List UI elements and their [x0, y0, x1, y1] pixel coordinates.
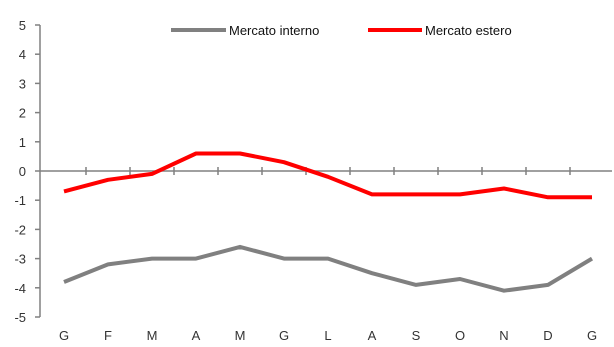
- x-tick-label: S: [412, 328, 421, 343]
- x-tick-label: G: [59, 328, 69, 343]
- y-tick-label: 0: [19, 164, 26, 179]
- x-tick-label: N: [499, 328, 508, 343]
- x-tick-label: L: [324, 328, 331, 343]
- y-tick-label: 2: [19, 106, 26, 121]
- y-tick-label: 4: [19, 47, 26, 62]
- legend-label: Mercato interno: [229, 23, 319, 38]
- x-tick-label: G: [587, 328, 597, 343]
- x-tick-label: O: [455, 328, 465, 343]
- x-tick-label: A: [192, 328, 201, 343]
- series-line-1: [63, 151, 592, 200]
- y-tick-label: -2: [14, 222, 26, 237]
- x-tick-label: M: [235, 328, 246, 343]
- x-tick-label: M: [147, 328, 158, 343]
- y-tick-label: 5: [19, 18, 26, 33]
- series-lines: [63, 151, 594, 293]
- y-tick-label: -5: [14, 310, 26, 325]
- y-tick-label: -1: [14, 193, 26, 208]
- legend: Mercato interno Mercato estero: [171, 23, 512, 38]
- x-tick-label: D: [543, 328, 552, 343]
- y-tick-label: 1: [19, 135, 26, 150]
- y-tick-label: -4: [14, 281, 26, 296]
- x-tick-label: F: [104, 328, 112, 343]
- y-axis: 5 4 3 2 1 0 -1 -2 -3 -4 -5: [14, 18, 41, 325]
- x-tick-label: A: [368, 328, 377, 343]
- legend-label: Mercato estero: [425, 23, 512, 38]
- y-tick-label: 3: [19, 76, 26, 91]
- x-tick-label: G: [279, 328, 289, 343]
- y-tick-label: -3: [14, 252, 26, 267]
- series-line-0: [63, 244, 594, 293]
